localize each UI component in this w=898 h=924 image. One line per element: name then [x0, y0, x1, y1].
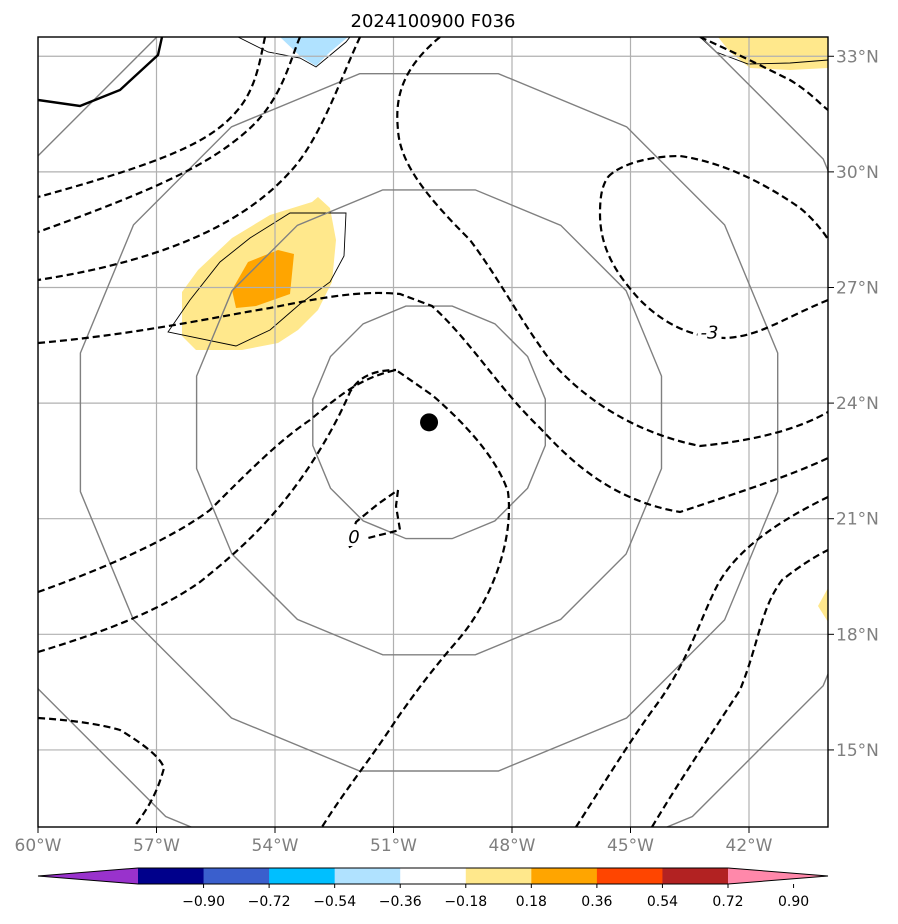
- colorbar-segment: [400, 868, 467, 884]
- colorbar: −0.90 −0.72 −0.54 −0.36 −0.18 0.18 0.36 0.54 0.7…: [37, 867, 829, 910]
- map-frame: [37, 36, 829, 828]
- colorbar-tick-label: 0.90: [778, 894, 809, 910]
- colorbar-segment: [269, 868, 336, 884]
- colorbar-segment: [334, 868, 401, 884]
- strong-anomaly-region: [232, 250, 294, 308]
- colorbar-segment: [138, 868, 205, 884]
- colorbar-tick-label: −0.90: [182, 894, 225, 910]
- contour-label: -3: [701, 323, 719, 344]
- negative-anomaly-region: [280, 37, 348, 66]
- x-axis: 60°W 57°W 54°W 51°W 48°W 45°W 42°W: [15, 827, 773, 856]
- x-tick-label: 60°W: [15, 836, 62, 856]
- colorbar-tick-label: −0.54: [313, 894, 356, 910]
- contour-label-bg: [342, 525, 366, 546]
- range-ring: [195, 189, 663, 656]
- colorbar-tick-label: −0.36: [379, 894, 422, 910]
- colorbar-tick-label: 0.72: [712, 894, 743, 910]
- contour-labels: 0 -3: [342, 321, 722, 548]
- colorbar-segment: [531, 868, 598, 884]
- y-tick-label: 33°N: [836, 47, 879, 67]
- y-tick-label: 15°N: [836, 741, 879, 761]
- range-rings: [38, 37, 828, 827]
- colorbar-segment: [596, 868, 663, 884]
- range-ring: [312, 305, 546, 540]
- positive-anomaly-region-east: [818, 588, 828, 622]
- solid-contour: [38, 37, 164, 108]
- x-tick-label: 57°W: [133, 836, 180, 856]
- lat-lon-grid: [38, 37, 828, 827]
- y-axis: 15°N 18°N 21°N 24°N 27°N 30°N 33°N: [828, 47, 879, 761]
- chart-title: 2024100900 F036: [351, 11, 516, 32]
- colorbar-tick-label: −0.18: [444, 894, 487, 910]
- colorbar-outline: [37, 867, 829, 885]
- x-tick-label: 45°W: [607, 836, 654, 856]
- contour-label-bg: [697, 321, 722, 342]
- x-tick-label: 51°W: [370, 836, 417, 856]
- x-tick-label: 48°W: [489, 836, 536, 856]
- x-tick-label: 54°W: [252, 836, 299, 856]
- colorbar-tick-label: −0.72: [248, 894, 291, 910]
- colorbar-segment: [465, 868, 532, 884]
- colorbar-extend-low: [38, 868, 138, 884]
- colorbar-tick-label: 0.54: [647, 894, 678, 910]
- y-tick-label: 21°N: [836, 510, 879, 530]
- colorbar-extend-high: [728, 868, 828, 884]
- y-tick-label: 30°N: [836, 163, 879, 183]
- y-tick-label: 27°N: [836, 278, 879, 298]
- range-ring: [79, 72, 779, 772]
- y-tick-label: 24°N: [836, 394, 879, 414]
- colorbar-tick-label: 0.18: [516, 894, 547, 910]
- map-area: 0 -3: [38, 37, 828, 827]
- colorbar-segment: [203, 868, 270, 884]
- colorbar-segment: [662, 868, 729, 884]
- colorbar-tick-label: 0.36: [581, 894, 612, 910]
- storm-center-marker: [420, 413, 439, 432]
- y-tick-label: 18°N: [836, 625, 879, 645]
- contour-label: 0: [348, 527, 359, 548]
- range-ring: [38, 37, 828, 827]
- x-tick-label: 42°W: [726, 836, 773, 856]
